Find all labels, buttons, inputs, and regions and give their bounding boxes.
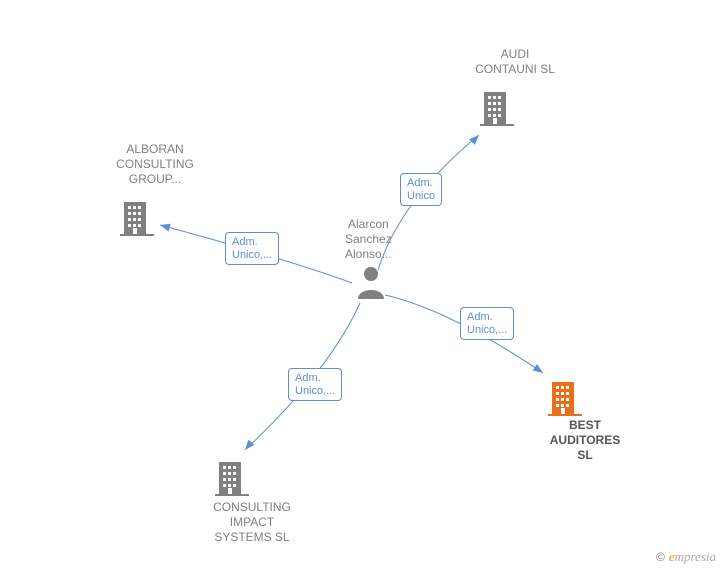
company-label: BEST AUDITORES SL <box>530 418 640 463</box>
edge-arrowhead <box>159 221 171 231</box>
edge-arrowhead <box>242 440 255 453</box>
building-icon <box>548 380 582 421</box>
edge-label[interactable]: Adm. Unico,... <box>288 368 342 401</box>
company-label: AUDI CONTAUNI SL <box>460 47 570 77</box>
copyright-symbol: © <box>656 550 665 564</box>
watermark: ©empresia <box>656 549 716 565</box>
building-icon <box>120 200 154 241</box>
center-node-label: Alarcon Sanchez Alonso... <box>345 217 392 262</box>
building-icon <box>215 460 249 501</box>
edge-label[interactable]: Adm. Unico <box>400 173 442 206</box>
building-icon <box>480 90 514 131</box>
brand-rest: mpresia <box>675 549 716 564</box>
edge-arrowhead <box>469 132 482 145</box>
edge-label[interactable]: Adm. Unico,... <box>460 307 514 340</box>
edge-label[interactable]: Adm. Unico,... <box>225 232 279 265</box>
company-label: ALBORAN CONSULTING GROUP... <box>100 142 210 187</box>
company-label: CONSULTING IMPACT SYSTEMS SL <box>197 500 307 545</box>
diagram-canvas: Alarcon Sanchez Alonso... AUDI CONTAUNI … <box>0 0 728 575</box>
edge-arrowhead <box>533 364 546 376</box>
person-icon <box>356 265 386 304</box>
